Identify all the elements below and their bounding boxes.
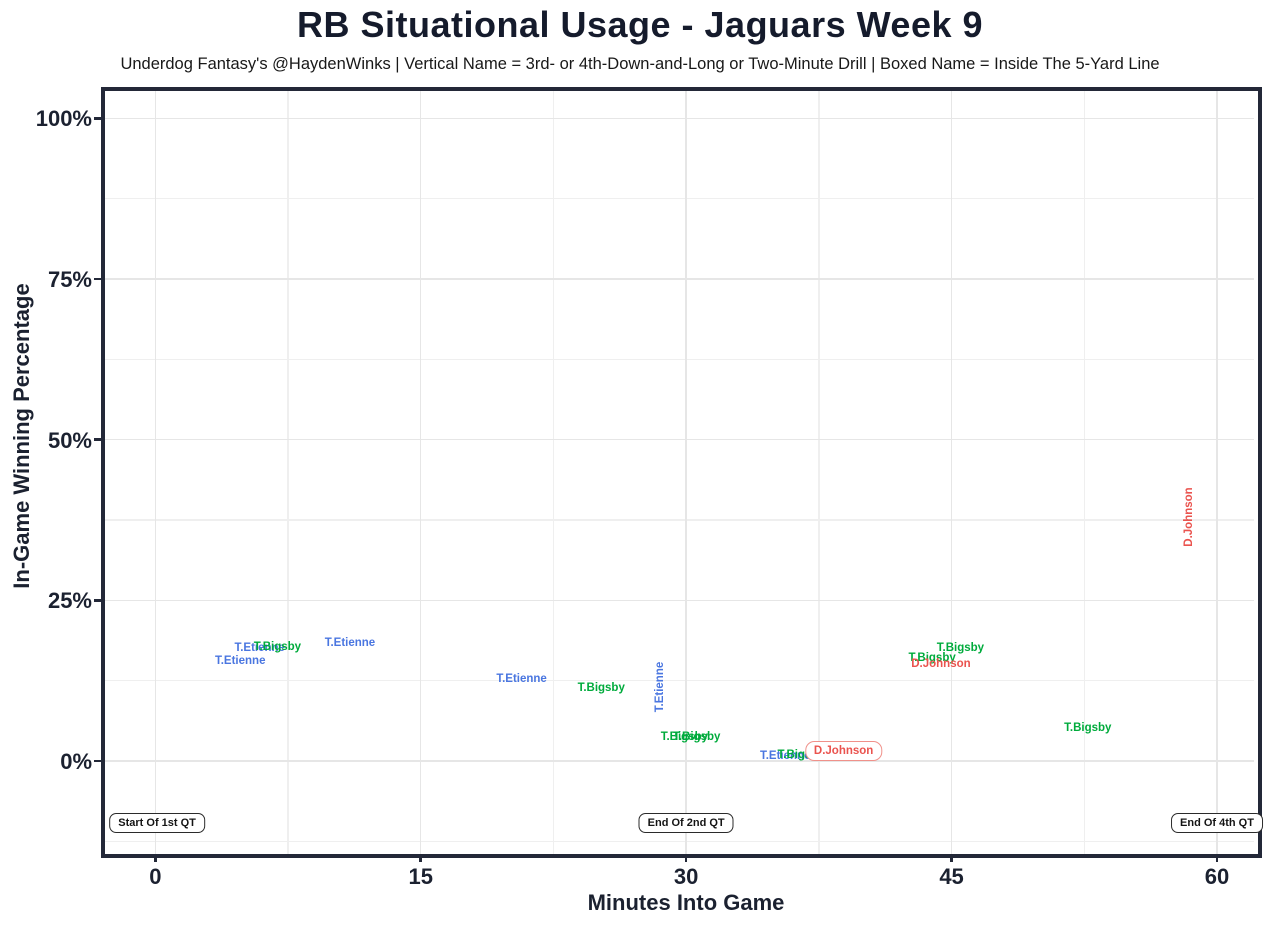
- minor-gridline-horizontal: [105, 679, 1254, 682]
- player-label-tbigsby: T.Bigsby: [577, 682, 625, 695]
- player-label-tetienne: T.Etienne: [653, 661, 666, 713]
- major-gridline-horizontal: [105, 438, 1254, 441]
- player-label-djohnson: D.Johnson: [804, 741, 883, 762]
- major-gridline-vertical: [685, 91, 687, 854]
- y-axis-tick: [94, 599, 102, 602]
- player-label-tbigsby: T.Bigsby: [253, 641, 302, 654]
- x-axis-tick-label: 30: [673, 864, 699, 889]
- y-axis-tick: [94, 438, 102, 441]
- player-label-tetienne: T.Etienne: [324, 637, 376, 650]
- x-axis-tick-label: 0: [149, 864, 162, 889]
- minor-gridline-vertical: [552, 91, 555, 854]
- chart-subtitle: Underdog Fantasy's @HaydenWinks | Vertic…: [120, 55, 1160, 73]
- major-gridline-horizontal: [105, 278, 1254, 280]
- major-gridline-vertical: [950, 91, 953, 854]
- major-gridline-vertical: [1216, 91, 1218, 854]
- y-axis-tick: [94, 117, 102, 120]
- minor-gridline-horizontal: [105, 197, 1254, 200]
- x-axis-title: Minutes Into Game: [587, 890, 785, 915]
- minor-gridline-vertical: [287, 91, 289, 854]
- y-axis-tick-label: 75%: [47, 266, 92, 292]
- player-label-tbigsby: T.Bigsby: [1064, 722, 1112, 735]
- player-label-tbigsby: T.Bigsby: [673, 731, 721, 744]
- x-axis-tick: [950, 854, 953, 862]
- player-label-tbigsby: T.Bigsby: [936, 641, 985, 654]
- plot-panel-border: [101, 87, 1262, 858]
- y-axis-tick: [94, 277, 102, 281]
- player-label-tetienne: T.Etienne: [214, 655, 266, 668]
- x-axis-tick-label: 60: [1204, 864, 1230, 889]
- x-axis-tick: [684, 854, 688, 862]
- minor-gridline-horizontal: [105, 840, 1254, 843]
- major-gridline-horizontal: [105, 760, 1254, 762]
- player-label-tetienne: T.Etienne: [496, 673, 547, 686]
- major-gridline-horizontal: [105, 599, 1254, 602]
- player-label-djohnson: D.Johnson: [1182, 487, 1195, 547]
- minor-gridline-horizontal: [105, 358, 1254, 361]
- major-gridline-horizontal: [105, 117, 1254, 120]
- y-axis-tick-label: 100%: [35, 106, 92, 132]
- player-label-djohnson: D.Johnson: [911, 657, 971, 670]
- player-label-tbigsby: T.Bigsby: [908, 652, 956, 665]
- x-axis-tick: [419, 854, 422, 862]
- quarter-annotation: Start Of 1st QT: [109, 813, 205, 834]
- y-axis-tick-label: 50%: [47, 427, 92, 453]
- x-axis-tick: [154, 854, 157, 862]
- x-axis-tick-label: 15: [408, 864, 433, 889]
- minor-gridline-horizontal: [105, 519, 1254, 521]
- y-axis-tick-label: 25%: [47, 588, 92, 614]
- x-axis-tick-label: 45: [939, 864, 964, 889]
- quarter-annotation: End Of 4th QT: [1171, 813, 1263, 834]
- chart-title: RB Situational Usage - Jaguars Week 9: [296, 4, 984, 45]
- y-axis-tick-label: 0%: [60, 748, 92, 774]
- y-axis-title: In-Game Winning Percentage: [9, 283, 34, 589]
- major-gridline-vertical: [154, 91, 157, 854]
- player-label-tetienne: T.Etienne: [759, 749, 811, 762]
- quarter-annotation: End Of 2nd QT: [638, 813, 734, 834]
- x-axis-tick: [1215, 854, 1219, 862]
- player-label-tbigsby: T.Bigsby: [660, 731, 709, 744]
- y-axis-tick: [94, 759, 102, 763]
- minor-gridline-vertical: [1083, 91, 1086, 854]
- major-gridline-vertical: [419, 91, 422, 854]
- player-label-tetienne: T.Etienne: [234, 642, 285, 655]
- minor-gridline-vertical: [818, 91, 820, 854]
